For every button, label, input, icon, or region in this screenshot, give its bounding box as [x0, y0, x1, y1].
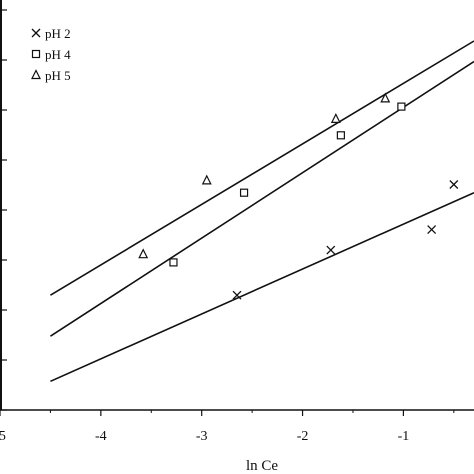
legend-marker	[31, 28, 41, 38]
fit-lines	[49, 40, 474, 383]
marker-stroke	[232, 290, 242, 300]
fit-line	[50, 40, 474, 296]
data-point	[232, 290, 242, 300]
marker-stroke	[449, 180, 459, 189]
data-point	[201, 174, 212, 185]
data-point	[326, 245, 336, 255]
x-axis-label: ln Ce	[246, 458, 278, 474]
legend-label: pH 2	[45, 26, 71, 41]
data-point	[336, 131, 345, 140]
data-point	[449, 180, 459, 189]
data-point	[397, 102, 406, 111]
data-points	[138, 92, 459, 300]
fit-line	[49, 60, 474, 337]
legend-marker	[31, 49, 41, 59]
x-tick-label: -3	[196, 429, 208, 444]
x-tick-label: -4	[95, 429, 107, 444]
x-tick-label: -2	[297, 429, 309, 444]
legend-label: pH 4	[45, 47, 71, 62]
data-point	[239, 188, 249, 197]
legend-label: pH 5	[45, 68, 71, 83]
marker-stroke	[427, 225, 437, 235]
x-tick-label: -1	[398, 429, 410, 444]
data-point	[330, 113, 341, 124]
chart-axes: -5 -4 -3 -2 -1	[0, 0, 474, 444]
legend: pH 2 pH 4 pH 5	[31, 26, 71, 83]
fit-line	[50, 191, 474, 383]
data-point	[169, 258, 178, 267]
marker-stroke	[31, 28, 41, 38]
marker-stroke	[326, 245, 336, 255]
x-tick-label: -5	[0, 429, 6, 444]
data-point	[427, 225, 437, 235]
data-point	[380, 92, 391, 103]
data-point	[138, 248, 149, 259]
legend-marker	[31, 69, 41, 80]
